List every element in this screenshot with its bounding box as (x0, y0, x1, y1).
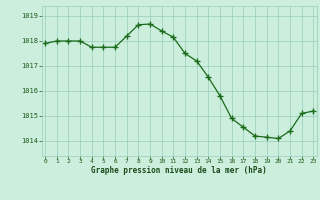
X-axis label: Graphe pression niveau de la mer (hPa): Graphe pression niveau de la mer (hPa) (91, 166, 267, 175)
